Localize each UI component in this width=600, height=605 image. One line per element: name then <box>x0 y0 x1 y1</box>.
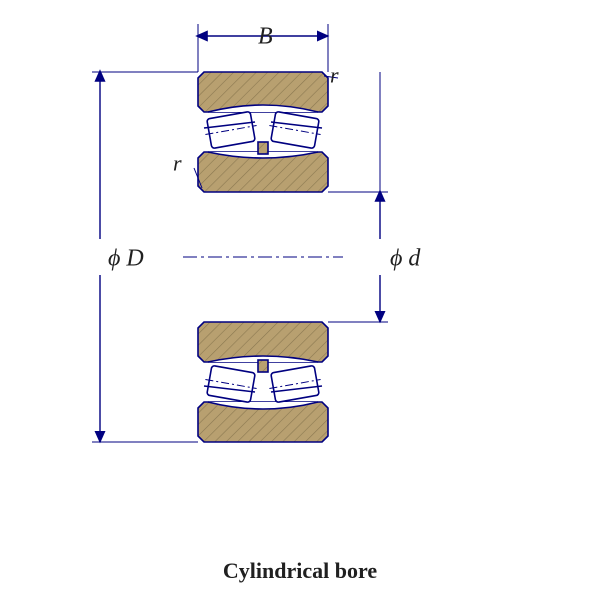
svg-text:ϕ D: ϕ D <box>108 245 144 271</box>
diagram-svg: Br r ϕ D ϕ d <box>0 0 600 600</box>
svg-text:B: B <box>258 23 273 49</box>
svg-text:r: r <box>173 151 182 176</box>
diagram-caption: Cylindrical bore <box>0 558 600 584</box>
bearing-diagram: Br r ϕ D ϕ d <box>0 0 600 600</box>
svg-text:ϕ d: ϕ d <box>390 245 421 271</box>
svg-text:r: r <box>330 63 339 88</box>
